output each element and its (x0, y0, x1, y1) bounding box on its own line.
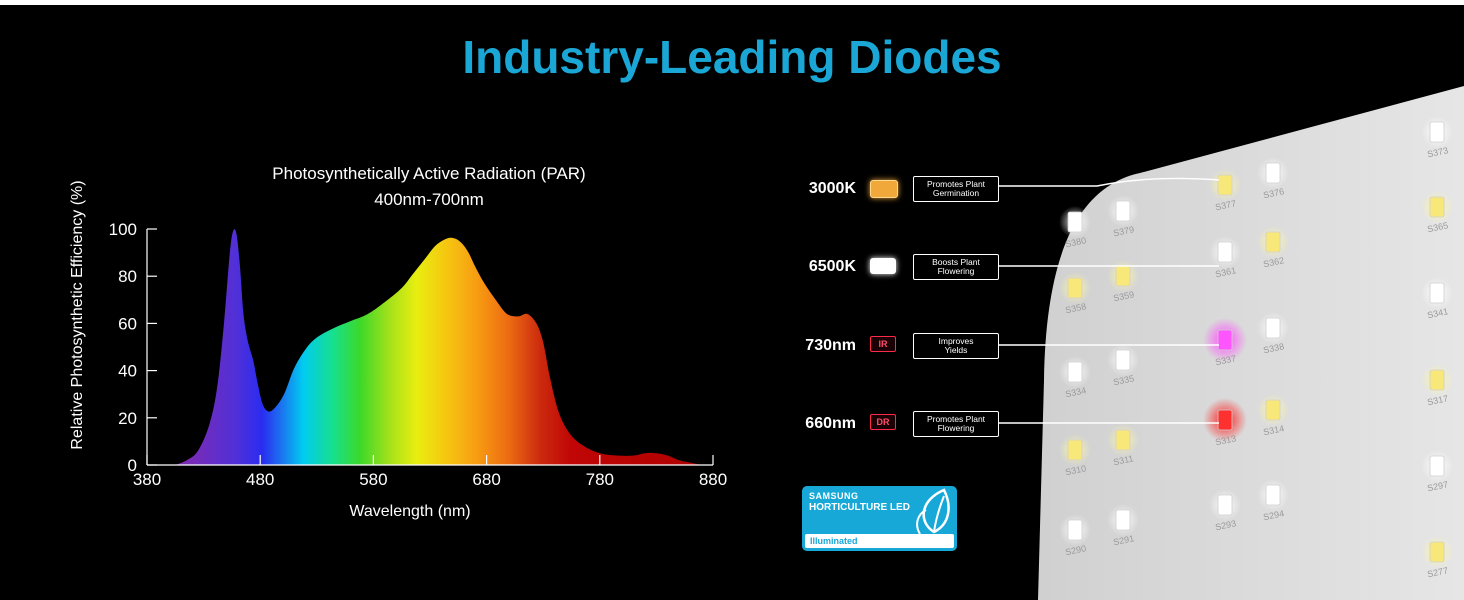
page-title: Industry-Leading Diodes (462, 31, 1002, 83)
led-chip (1115, 200, 1131, 222)
legend-description: Promotes Plant Flowering (913, 411, 999, 437)
x-tick-label: 480 (246, 470, 274, 489)
legend-label: 660nm (805, 415, 856, 432)
led-label: S294 (1262, 508, 1285, 522)
led-label: S365 (1426, 220, 1449, 234)
par-chart: Photosynthetically Active Radiation (PAR… (69, 164, 727, 520)
led-label: S293 (1214, 518, 1237, 532)
leaf-icon (916, 488, 950, 534)
led-label: S311 (1112, 453, 1134, 467)
led-chip-warm-icon (870, 180, 898, 198)
led-chip (1265, 317, 1281, 339)
led-label: S373 (1426, 145, 1449, 159)
led-chip (1265, 399, 1281, 421)
chart-subtitle: 400nm-700nm (374, 190, 484, 209)
led-label: S317 (1426, 393, 1449, 407)
x-tick-label: 880 (699, 470, 727, 489)
led-label: S335 (1112, 373, 1135, 387)
led-label: S341 (1426, 306, 1449, 320)
led-chip (1115, 349, 1131, 371)
led-chip (1067, 211, 1083, 233)
led-label: S380 (1064, 235, 1087, 249)
led-chip (1217, 174, 1233, 196)
led-label: S290 (1064, 543, 1087, 557)
y-axis-label: Relative Photosynthetic Efficiency (%) (69, 180, 86, 449)
y-tick-label: 100 (109, 220, 137, 239)
led-label: S313 (1214, 433, 1237, 447)
badge-brand: SAMSUNG (809, 491, 859, 501)
led-label: S334 (1064, 385, 1087, 399)
led-chip (1115, 429, 1131, 451)
samsung-horticulture-badge: SAMSUNG HORTICULTURE LED Illuminated (802, 486, 957, 551)
x-tick-label: 680 (472, 470, 500, 489)
y-tick-label: 60 (118, 314, 137, 333)
led-chip (1217, 409, 1233, 431)
led-chip (1067, 439, 1083, 461)
x-tick-label: 580 (359, 470, 387, 489)
led-chip (1429, 541, 1445, 563)
led-chip-white-icon (870, 258, 896, 274)
x-tick-label: 780 (586, 470, 614, 489)
led-label: S362 (1262, 255, 1285, 269)
led-chip (1265, 231, 1281, 253)
spectrum-area (175, 229, 702, 465)
top-border (0, 0, 1464, 5)
led-chip (1217, 329, 1233, 351)
legend-description: Boosts Plant Flowering (913, 254, 999, 280)
led-label: S310 (1064, 463, 1087, 477)
led-label: S314 (1262, 423, 1285, 437)
led-chip (1217, 494, 1233, 516)
badge-product: HORTICULTURE LED (809, 502, 910, 513)
badge-footer: Illuminated (805, 534, 954, 548)
led-label: S297 (1426, 479, 1449, 493)
led-label: S358 (1064, 301, 1087, 315)
led-label: S277 (1426, 565, 1449, 579)
led-chip (1429, 196, 1445, 218)
led-chip (1429, 369, 1445, 391)
legend-label: 3000K (808, 180, 856, 197)
led-label: S377 (1214, 198, 1237, 212)
led-chip (1265, 484, 1281, 506)
legend-label: 6500K (808, 258, 856, 275)
chart-title: Photosynthetically Active Radiation (PAR… (272, 164, 585, 183)
led-label: S359 (1112, 289, 1135, 303)
legend-row-6500k: 6500K Boosts Plant Flowering (770, 254, 1020, 280)
x-tick-label: 380 (133, 470, 161, 489)
led-board: S373 S365 S341 S317 S297 S277 S380 S379 S377 S376… (1038, 86, 1464, 600)
x-axis-label: Wavelength (nm) (349, 503, 470, 520)
led-label: S379 (1112, 224, 1135, 238)
y-tick-label: 0 (128, 456, 137, 475)
led-chip (1067, 519, 1083, 541)
led-chip (1217, 241, 1233, 263)
led-label: S338 (1262, 341, 1285, 355)
y-tick-label: 40 (118, 362, 137, 381)
y-tick-label: 20 (118, 409, 137, 428)
led-label: S291 (1112, 533, 1135, 547)
dr-tag-icon: DR (870, 414, 896, 430)
ir-tag-icon: IR (870, 336, 896, 352)
led-chip (1067, 361, 1083, 383)
led-chip (1429, 121, 1445, 143)
led-chip (1429, 455, 1445, 477)
led-chip (1265, 162, 1281, 184)
legend-label: 730nm (805, 337, 856, 354)
legend-description: Improves Yields (913, 333, 999, 359)
led-chip (1429, 282, 1445, 304)
legend-row-660nm: 660nm DR Promotes Plant Flowering (770, 411, 1020, 437)
led-label: S376 (1262, 186, 1285, 200)
legend-row-3000k: 3000K Promotes Plant Germination (770, 176, 1020, 202)
led-label: S337 (1214, 353, 1237, 367)
led-label: S361 (1214, 265, 1237, 279)
board-surface (1038, 86, 1464, 600)
y-tick-label: 80 (118, 267, 137, 286)
legend-row-730nm: 730nm IR Improves Yields (770, 333, 1020, 359)
led-chip (1067, 277, 1083, 299)
legend-description: Promotes Plant Germination (913, 176, 999, 202)
badge-footer-text: Illuminated (810, 536, 858, 546)
led-chip (1115, 509, 1131, 531)
